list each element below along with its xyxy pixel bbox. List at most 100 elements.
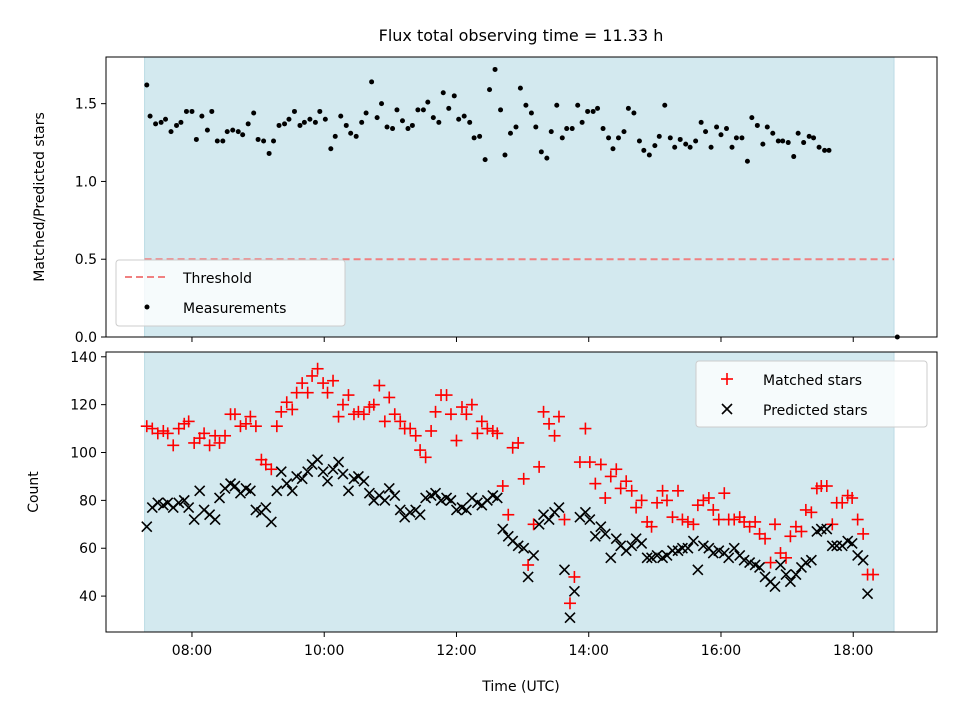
- measurement-point: [764, 124, 770, 130]
- matched-star-point: [517, 472, 530, 485]
- predicted-star-point: [327, 463, 339, 475]
- measurement-point: [564, 126, 570, 132]
- measurement-point: [693, 138, 699, 144]
- measurement-point: [498, 107, 504, 113]
- matched-star-point: [317, 377, 330, 390]
- measurement-point: [245, 121, 251, 127]
- matched-star-point: [286, 403, 299, 416]
- measurement-point: [415, 107, 421, 113]
- matched-star-point: [780, 551, 793, 564]
- predicted-star-point: [774, 559, 787, 571]
- measurement-point: [425, 99, 431, 105]
- predicted-star-point: [744, 557, 756, 569]
- measurement-point: [677, 136, 683, 142]
- predicted-star-point: [450, 504, 463, 516]
- matched-star-point: [583, 456, 596, 469]
- measurement-point: [528, 110, 534, 116]
- measurement-point: [723, 126, 729, 132]
- measurement-point: [174, 122, 180, 128]
- measurement-point: [158, 119, 164, 125]
- measurement-point: [625, 105, 631, 111]
- measurement-point: [718, 132, 724, 138]
- measurement-point: [538, 149, 544, 155]
- measurement-point: [390, 126, 396, 132]
- matched-star-point: [522, 558, 535, 571]
- measurement-point: [276, 122, 282, 128]
- predicted-star-point: [605, 552, 617, 564]
- measurement-point: [440, 90, 446, 96]
- measurement-point: [595, 105, 601, 111]
- predicted-star-point: [404, 506, 416, 518]
- matched-star-point: [707, 503, 720, 516]
- matched-star-point: [676, 513, 689, 526]
- predicted-star-point: [553, 501, 565, 514]
- measurement-point: [348, 130, 354, 136]
- predicted-star-point: [636, 537, 648, 550]
- matched-star-point: [234, 420, 247, 433]
- measurement-point: [322, 116, 328, 122]
- matched-star-point: [296, 377, 309, 390]
- legend-matched-swatch: [721, 373, 733, 385]
- matched-star-point: [527, 518, 540, 531]
- matched-star-point: [491, 427, 504, 440]
- matched-star-point: [311, 362, 324, 375]
- predicted-star-point: [645, 552, 658, 564]
- y-tick-label: 80: [79, 493, 97, 509]
- predicted-star-point: [321, 475, 334, 487]
- measurement-point: [178, 119, 184, 125]
- measurement-point: [405, 126, 411, 132]
- predicted-star-point: [805, 554, 817, 566]
- measurement-point: [590, 108, 596, 114]
- matched-star-point: [265, 463, 278, 476]
- measurement-point: [610, 146, 616, 152]
- matched-star-point: [301, 386, 314, 399]
- legend-predicted-label: Predicted stars: [763, 403, 868, 419]
- measurement-point: [467, 119, 473, 125]
- predicted-star-point: [826, 540, 838, 552]
- measurement-point: [729, 144, 735, 150]
- legend-threshold-label: Threshold: [182, 271, 252, 287]
- matched-star-point: [552, 410, 565, 423]
- legend-measurements-label: Measurements: [183, 301, 286, 317]
- measurement-point: [698, 119, 704, 125]
- predicted-star-point: [584, 513, 596, 526]
- measurement-point: [214, 138, 220, 144]
- predicted-star-point: [589, 530, 601, 542]
- matched-star-point: [352, 405, 365, 418]
- measurement-point: [291, 108, 297, 114]
- y-tick-label: 100: [70, 446, 97, 462]
- predicted-star-point: [800, 557, 812, 569]
- predicted-star-point: [738, 554, 750, 566]
- x-tick-label: 14:00: [569, 643, 609, 659]
- matched-star-point: [784, 530, 797, 543]
- predicted-star-point: [265, 516, 277, 528]
- predicted-star-point: [599, 528, 611, 540]
- matched-star-points: [140, 362, 880, 610]
- measurement-point: [652, 143, 658, 149]
- matched-star-point: [836, 496, 849, 509]
- measurement-point: [791, 154, 797, 160]
- measurement-point: [826, 147, 832, 153]
- matched-star-point: [388, 408, 401, 421]
- measurement-point: [297, 122, 303, 128]
- measurement-point: [544, 155, 550, 161]
- measurement-point: [513, 124, 519, 130]
- predicted-star-point: [152, 497, 164, 509]
- measurement-point: [703, 129, 709, 135]
- matched-star-point: [537, 405, 550, 418]
- predicted-star-point: [188, 513, 200, 526]
- predicted-star-point: [692, 564, 704, 576]
- matched-star-point: [306, 369, 319, 382]
- matched-star-point: [383, 391, 396, 404]
- matched-star-point: [419, 451, 432, 464]
- predicted-star-point: [183, 501, 195, 514]
- matched-star-point: [645, 520, 658, 533]
- matched-star-point: [327, 374, 340, 387]
- matched-star-point: [465, 398, 478, 411]
- measurement-point: [785, 140, 791, 146]
- predicted-star-point: [723, 552, 735, 564]
- measurement-point: [554, 102, 560, 108]
- measurement-point: [656, 133, 662, 139]
- matched-star-point: [867, 568, 880, 581]
